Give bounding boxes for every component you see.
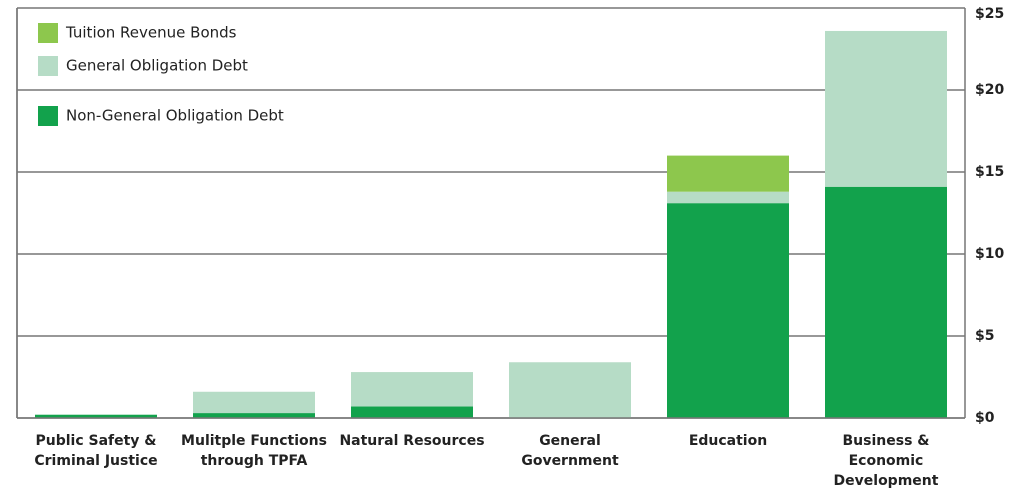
x-tick-label: Business & Economic Development (833, 433, 939, 489)
legend-swatch (38, 106, 58, 126)
legend-swatch (38, 56, 58, 76)
bar-segment (825, 186, 947, 418)
x-tick-label: General Government (521, 433, 619, 469)
legend-swatch (38, 23, 58, 43)
x-tick-label: Natural Resources (339, 433, 485, 449)
x-tick-label: Education (688, 433, 768, 449)
bar-segment (35, 414, 157, 418)
bar-segment (825, 30, 947, 187)
bar-segment (667, 191, 789, 204)
bar-segment (193, 391, 315, 414)
y-tick-label: $5 (975, 328, 994, 344)
bar-segment (667, 155, 789, 192)
x-tick-label: Public Safety & Criminal Justice (34, 433, 158, 469)
y-tick-label: $0 (975, 410, 995, 426)
y-tick-label: $25 (975, 6, 1004, 22)
x-tick-label: Mulitple Functions through TPFA (181, 433, 327, 469)
y-tick-label: $10 (975, 246, 1004, 262)
bar-segment (667, 203, 789, 418)
legend-label: General Obligation Debt (66, 57, 248, 75)
y-tick-label: $15 (975, 164, 1004, 180)
legend-label: Tuition Revenue Bonds (65, 24, 237, 42)
y-tick-label: $20 (975, 82, 1004, 98)
bar-segment (193, 413, 315, 418)
bar-segment (509, 362, 631, 418)
bar-segment (351, 372, 473, 407)
bar-segment (351, 406, 473, 418)
legend-label: Non-General Obligation Debt (66, 107, 284, 125)
